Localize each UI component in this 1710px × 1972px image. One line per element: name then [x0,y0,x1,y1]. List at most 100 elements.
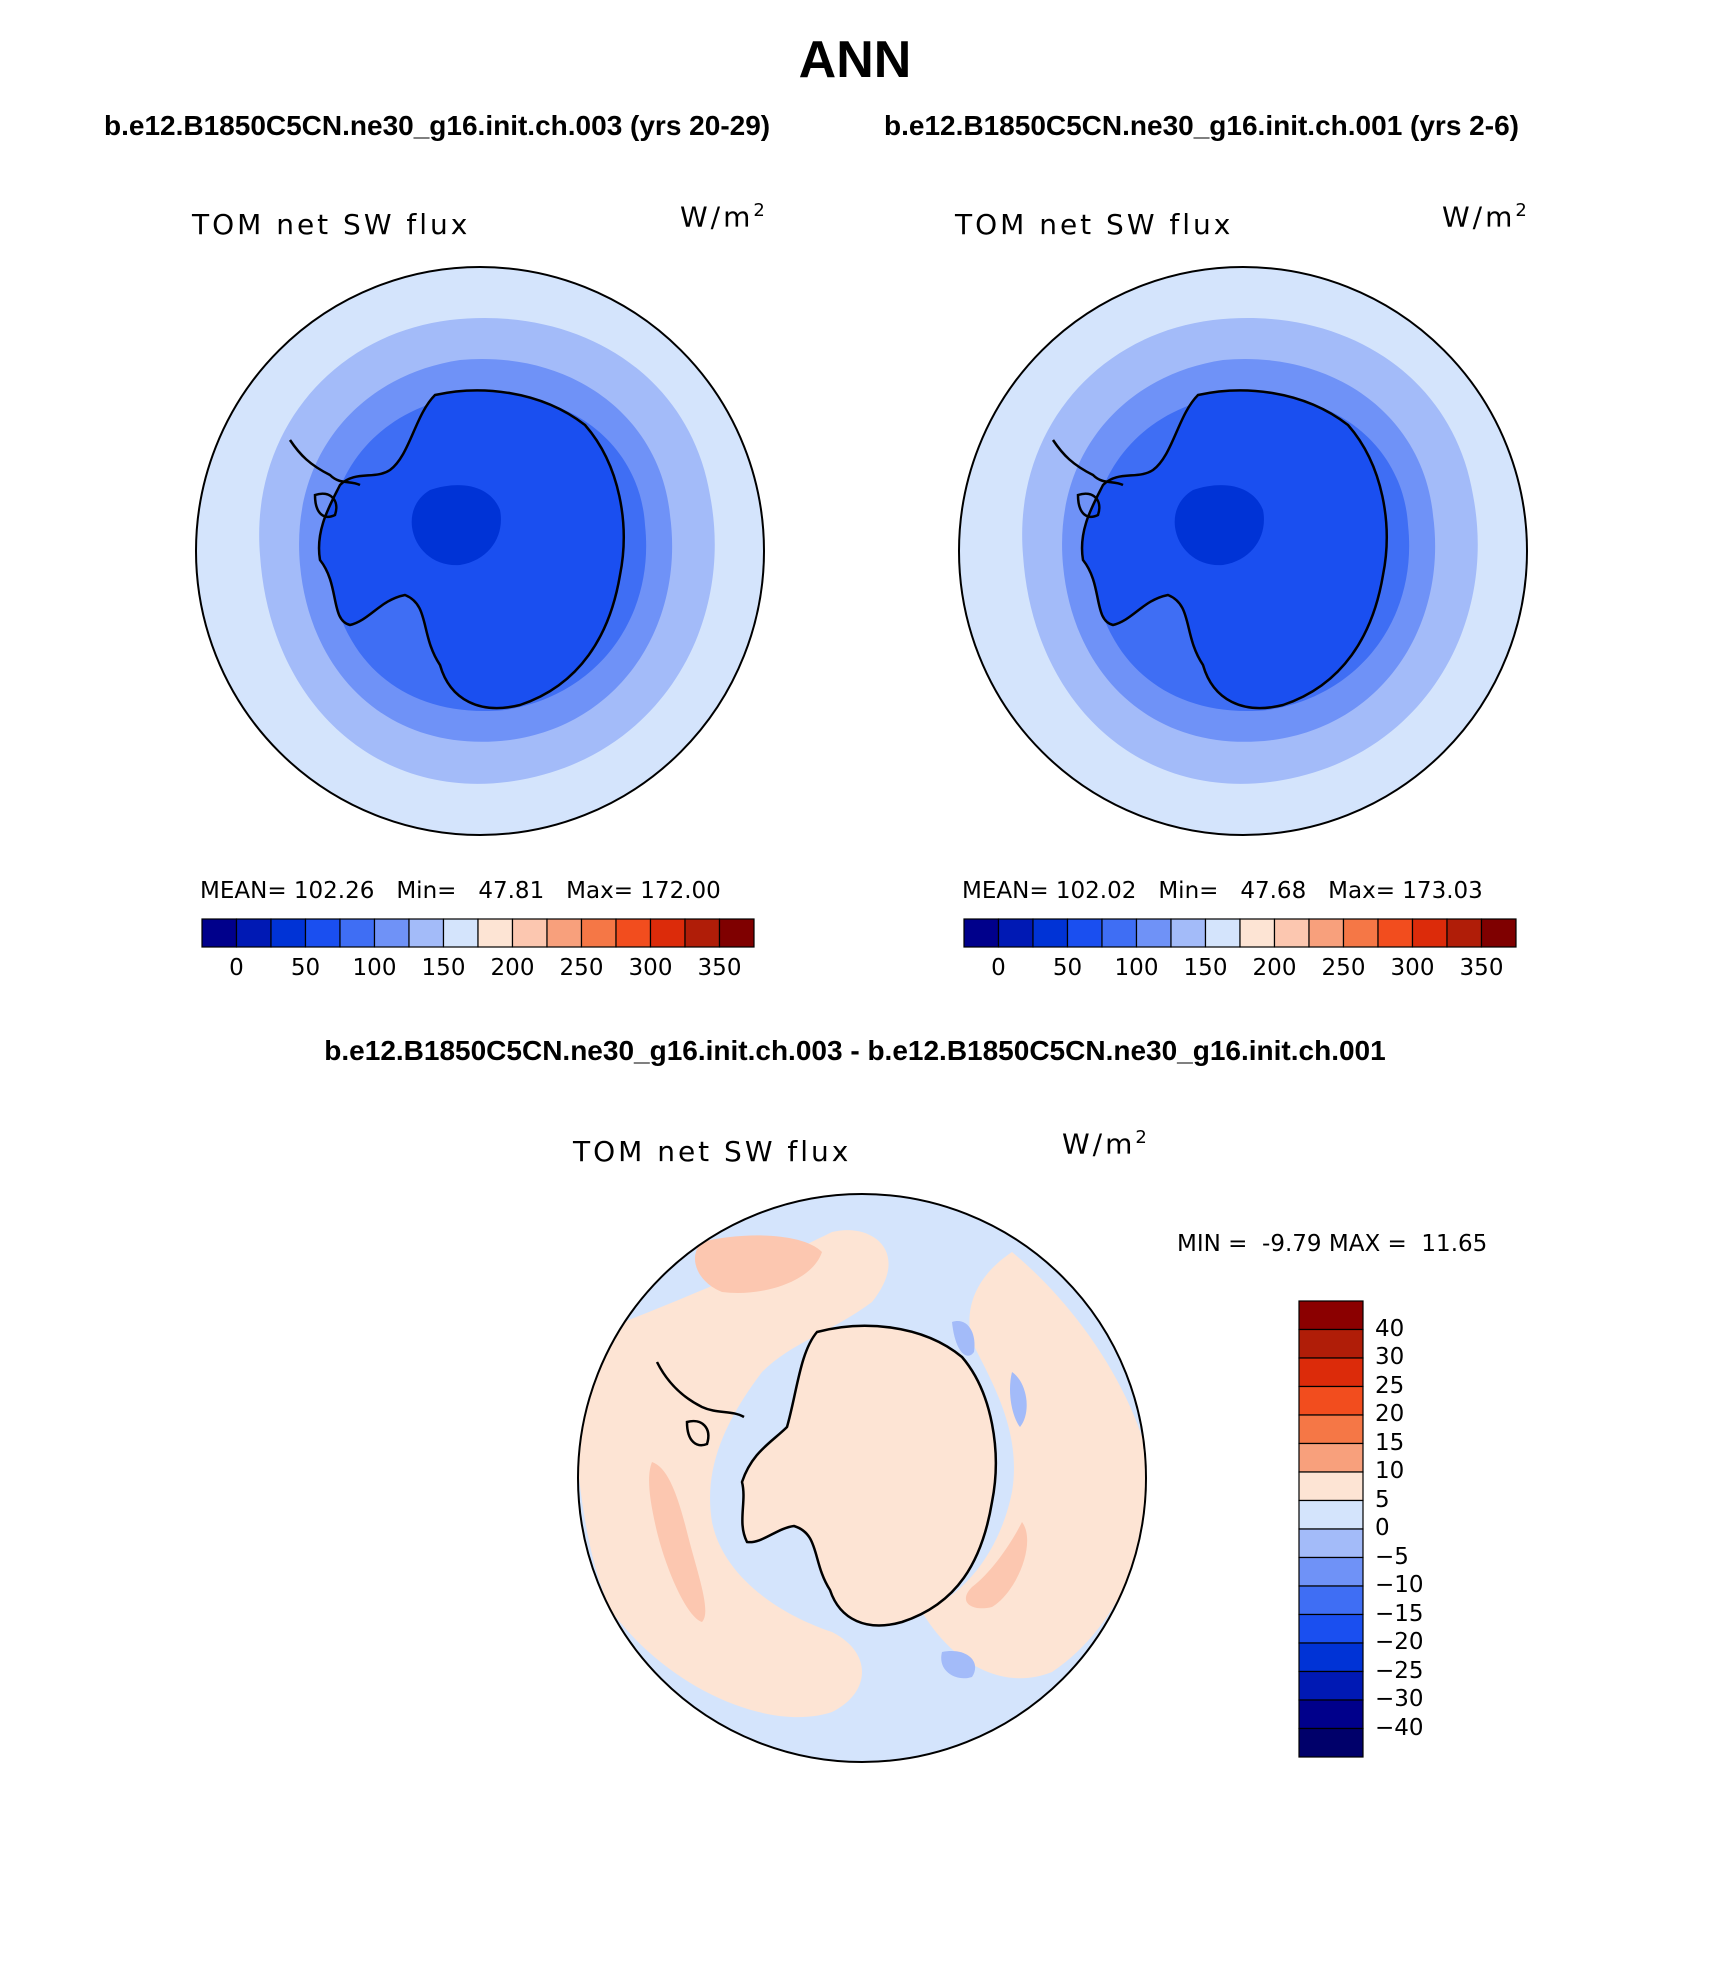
colorbar-tick-label: 0 [229,955,244,981]
colorbar-swatch [1298,1642,1364,1673]
colorbar-tick-label: −40 [1375,1714,1424,1741]
diff-case-title: b.e12.B1850C5CN.ne30_g16.init.ch.003 - b… [324,1035,1386,1066]
colorbar-swatch [580,918,617,948]
colorbar-tick-label: 100 [352,955,397,981]
colorbar-swatch [201,918,238,948]
colorbar-tick-label: −20 [1375,1629,1424,1655]
colorbar-swatch [997,918,1034,948]
colorbar-tick-label: −30 [1375,1686,1424,1712]
colorbar-swatch [1298,1699,1364,1730]
left-units-label: W/m2 [680,200,765,234]
right-colorbar-ticks: 0 50 100 150 200 250 300 350 [962,955,1522,985]
colorbar-swatch [477,918,514,948]
colorbar-tick-label: 250 [559,955,604,981]
left-colorbar [201,918,755,948]
colorbar-tick-label: 5 [1375,1486,1390,1513]
colorbar-tick-label: 15 [1375,1429,1405,1456]
colorbar-swatch [1170,918,1207,948]
diff-colorbar [1298,1300,1364,1758]
colorbar-tick-label: 50 [290,955,321,981]
colorbar-swatch [1298,1385,1364,1416]
colorbar-tick-label: 150 [1183,955,1228,981]
colorbar-tick-label: 30 [1375,1344,1405,1370]
colorbar-tick-label: −25 [1375,1657,1424,1684]
colorbar-swatch [1298,1556,1364,1587]
colorbar-tick-label: 250 [1321,955,1366,981]
colorbar-tick-label: 0 [1375,1515,1390,1541]
colorbar-swatch [1298,1499,1364,1530]
colorbar-tick-label: 10 [1375,1458,1405,1484]
colorbar-swatch [1298,1613,1364,1644]
colorbar-tick-label: 40 [1375,1315,1405,1342]
colorbar-swatch [615,918,652,948]
left-polar-map [195,266,765,836]
colorbar-swatch [1101,918,1138,948]
diff-variable-label: TOM net SW flux [573,1135,852,1168]
colorbar-tick-label: 150 [421,955,466,981]
right-stats: MEAN= 102.02 Min= 47.68 Max= 173.03 [962,878,1483,904]
colorbar-swatch [270,918,307,948]
colorbar-swatch [546,918,583,948]
colorbar-swatch [1377,918,1414,948]
colorbar-swatch [1066,918,1103,948]
colorbar-swatch [339,918,376,948]
colorbar-swatch [1342,918,1379,948]
colorbar-swatch [1298,1471,1364,1502]
right-variable-label: TOM net SW flux [955,208,1234,241]
colorbar-swatch [1273,918,1310,948]
diff-units-label: W/m2 [1062,1127,1147,1161]
colorbar-swatch [1446,918,1483,948]
colorbar-tick-label: 50 [1052,955,1083,981]
colorbar-swatch [373,918,410,948]
colorbar-swatch [1298,1727,1364,1758]
colorbar-swatch [1298,1328,1364,1359]
colorbar-tick-label: 100 [1114,955,1159,981]
colorbar-swatch [511,918,548,948]
colorbar-swatch [1308,918,1345,948]
colorbar-swatch [235,918,272,948]
colorbar-tick-label: 20 [1375,1401,1405,1427]
colorbar-swatch [1135,918,1172,948]
main-title: ANN [798,31,912,89]
left-stats: MEAN= 102.26 Min= 47.81 Max= 172.00 [200,878,721,904]
colorbar-swatch [963,918,1000,948]
colorbar-tick-label: 350 [1459,955,1504,981]
colorbar-swatch [1032,918,1069,948]
colorbar-tick-label: 25 [1375,1372,1405,1399]
colorbar-swatch [649,918,686,948]
diff-colorbar-ticks: 40 30 25 20 15 10 5 0 −5 −10 −15 −20 −25 −30 −40 [1375,1299,1495,1759]
left-case-title: b.e12.B1850C5CN.ne30_g16.init.ch.003 (yr… [104,110,771,141]
diff-stats: MIN = -9.79 MAX = 11.65 [1177,1231,1488,1257]
right-units-label: W/m2 [1442,200,1527,234]
colorbar-swatch [718,918,755,948]
colorbar-swatch [1298,1414,1364,1445]
colorbar-tick-label: −10 [1375,1572,1424,1598]
right-colorbar [963,918,1517,948]
colorbar-swatch [1204,918,1241,948]
colorbar-swatch [408,918,445,948]
colorbar-swatch [1298,1670,1364,1701]
left-variable-label: TOM net SW flux [192,208,471,241]
colorbar-swatch [1239,918,1276,948]
colorbar-tick-label: 200 [490,955,535,981]
left-colorbar-ticks: 0 50 100 150 200 250 300 350 [200,955,760,985]
colorbar-swatch [1411,918,1448,948]
colorbar-tick-label: 200 [1252,955,1297,981]
colorbar-swatch [1298,1300,1364,1331]
right-case-title: b.e12.B1850C5CN.ne30_g16.init.ch.001 (yr… [884,110,1519,141]
colorbar-swatch [1298,1585,1364,1616]
diff-polar-map [577,1193,1147,1763]
colorbar-swatch [684,918,721,948]
colorbar-swatch [1298,1528,1364,1559]
colorbar-tick-label: 300 [1390,955,1435,981]
colorbar-tick-label: 0 [991,955,1006,981]
colorbar-swatch [1298,1357,1364,1388]
colorbar-tick-label: −5 [1375,1543,1409,1570]
colorbar-swatch [442,918,479,948]
colorbar-tick-label: 350 [697,955,742,981]
right-polar-map [958,266,1528,836]
colorbar-tick-label: −15 [1375,1600,1424,1627]
colorbar-swatch [1480,918,1517,948]
colorbar-tick-label: 300 [628,955,673,981]
colorbar-swatch [1298,1442,1364,1473]
